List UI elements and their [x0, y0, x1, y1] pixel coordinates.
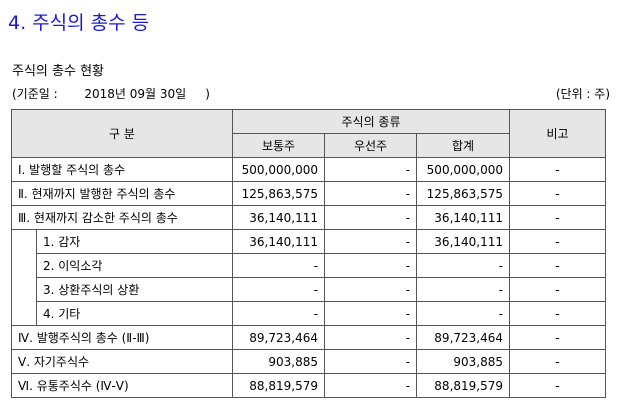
cell-preferred: -: [324, 349, 417, 374]
row-label: 3. 상환주식의 상환: [36, 277, 233, 302]
section-title: 4. 주식의 총수 등: [8, 12, 150, 34]
cell-remark: -: [509, 229, 607, 254]
cell-common: 88,819,579: [232, 373, 325, 398]
cell-remark: -: [509, 253, 607, 278]
cell-common: 500,000,000: [232, 157, 325, 182]
cell-common: 36,140,111: [232, 205, 325, 230]
header-common: 보통주: [232, 133, 325, 158]
table-row: Ⅵ. 유통주식수 (Ⅳ-Ⅴ) 88,819,579 - 88,819,579 -: [11, 373, 607, 398]
cell-total: -: [415, 253, 511, 278]
row-label: Ⅵ. 유통주식수 (Ⅳ-Ⅴ): [11, 373, 233, 398]
row-label: 4. 기타: [36, 301, 233, 326]
cell-common: 89,723,464: [232, 325, 325, 350]
row-label: Ⅳ. 발행주식의 총수 (Ⅱ-Ⅲ): [11, 325, 233, 350]
header-total: 합계: [415, 133, 511, 158]
header-remark: 비고: [509, 109, 607, 158]
cell-remark: -: [509, 325, 607, 350]
cell-preferred: -: [324, 229, 417, 254]
cell-remark: -: [509, 349, 607, 374]
cell-preferred: -: [324, 277, 417, 302]
cell-remark: -: [509, 301, 607, 326]
header-preferred: 우선주: [324, 133, 417, 158]
cell-total: 903,885: [415, 349, 511, 374]
cell-common: -: [232, 277, 325, 302]
cell-preferred: -: [324, 325, 417, 350]
row-label: 2. 이익소각: [36, 253, 233, 278]
cell-common: 903,885: [232, 349, 325, 374]
cell-remark: -: [509, 373, 607, 398]
row-label: Ⅰ. 발행할 주식의 총수: [11, 157, 233, 182]
base-date: (기준일 : 2018년 09월 30일 ): [12, 87, 210, 101]
cell-common: -: [232, 253, 325, 278]
cell-total: 125,863,575: [415, 181, 511, 206]
table-row: Ⅱ. 현재까지 발행한 주식의 총수 125,863,575 - 125,863…: [11, 181, 607, 206]
cell-total: 500,000,000: [415, 157, 511, 182]
cell-remark: -: [509, 157, 607, 182]
row-label: 1. 감자: [36, 229, 233, 254]
cell-preferred: -: [324, 157, 417, 182]
cell-preferred: -: [324, 373, 417, 398]
cell-preferred: -: [324, 205, 417, 230]
cell-common: 125,863,575: [232, 181, 325, 206]
cell-total: 36,140,111: [415, 205, 511, 230]
cell-preferred: -: [324, 253, 417, 278]
header-category: 구 분: [11, 109, 233, 158]
cell-preferred: -: [324, 301, 417, 326]
cell-total: 88,819,579: [415, 373, 511, 398]
cell-remark: -: [509, 181, 607, 206]
cell-total: 89,723,464: [415, 325, 511, 350]
cell-remark: -: [509, 277, 607, 302]
row-label: Ⅴ. 자기주식수: [11, 349, 233, 374]
table-row: Ⅰ. 발행할 주식의 총수 500,000,000 - 500,000,000 …: [11, 157, 607, 182]
cell-total: -: [415, 277, 511, 302]
unit-label: (단위 : 주): [555, 87, 610, 101]
table-row: Ⅲ. 현재까지 감소한 주식의 총수 36,140,111 - 36,140,1…: [11, 205, 607, 230]
cell-common: -: [232, 301, 325, 326]
indent-spacer: [11, 229, 37, 326]
table-row: 1. 감자 36,140,111 - 36,140,111 -: [11, 229, 607, 326]
cell-total: -: [415, 301, 511, 326]
table-row: Ⅳ. 발행주식의 총수 (Ⅱ-Ⅲ) 89,723,464 - 89,723,46…: [11, 325, 607, 350]
table-row: Ⅴ. 자기주식수 903,885 - 903,885 -: [11, 349, 607, 374]
table-row: 2. 이익소각 - - - -: [12, 253, 607, 278]
row-label: Ⅱ. 현재까지 발행한 주식의 총수: [11, 181, 233, 206]
shares-table: 구 분 주식의 종류 비고 보통주 우선주 합계 Ⅰ. 발행할 주식의 총수 5…: [11, 109, 607, 398]
cell-total: 36,140,111: [415, 229, 511, 254]
cell-remark: -: [509, 205, 607, 230]
row-label: Ⅲ. 현재까지 감소한 주식의 총수: [11, 205, 233, 230]
table-row: 3. 상환주식의 상환 - - - -: [12, 277, 607, 302]
cell-preferred: -: [324, 181, 417, 206]
header-kind: 주식의 종류: [231, 109, 511, 134]
sub-title: 주식의 총수 현황: [12, 64, 104, 79]
cell-common: 36,140,111: [232, 229, 325, 254]
table-row: 4. 기타 - - - -: [12, 301, 607, 326]
